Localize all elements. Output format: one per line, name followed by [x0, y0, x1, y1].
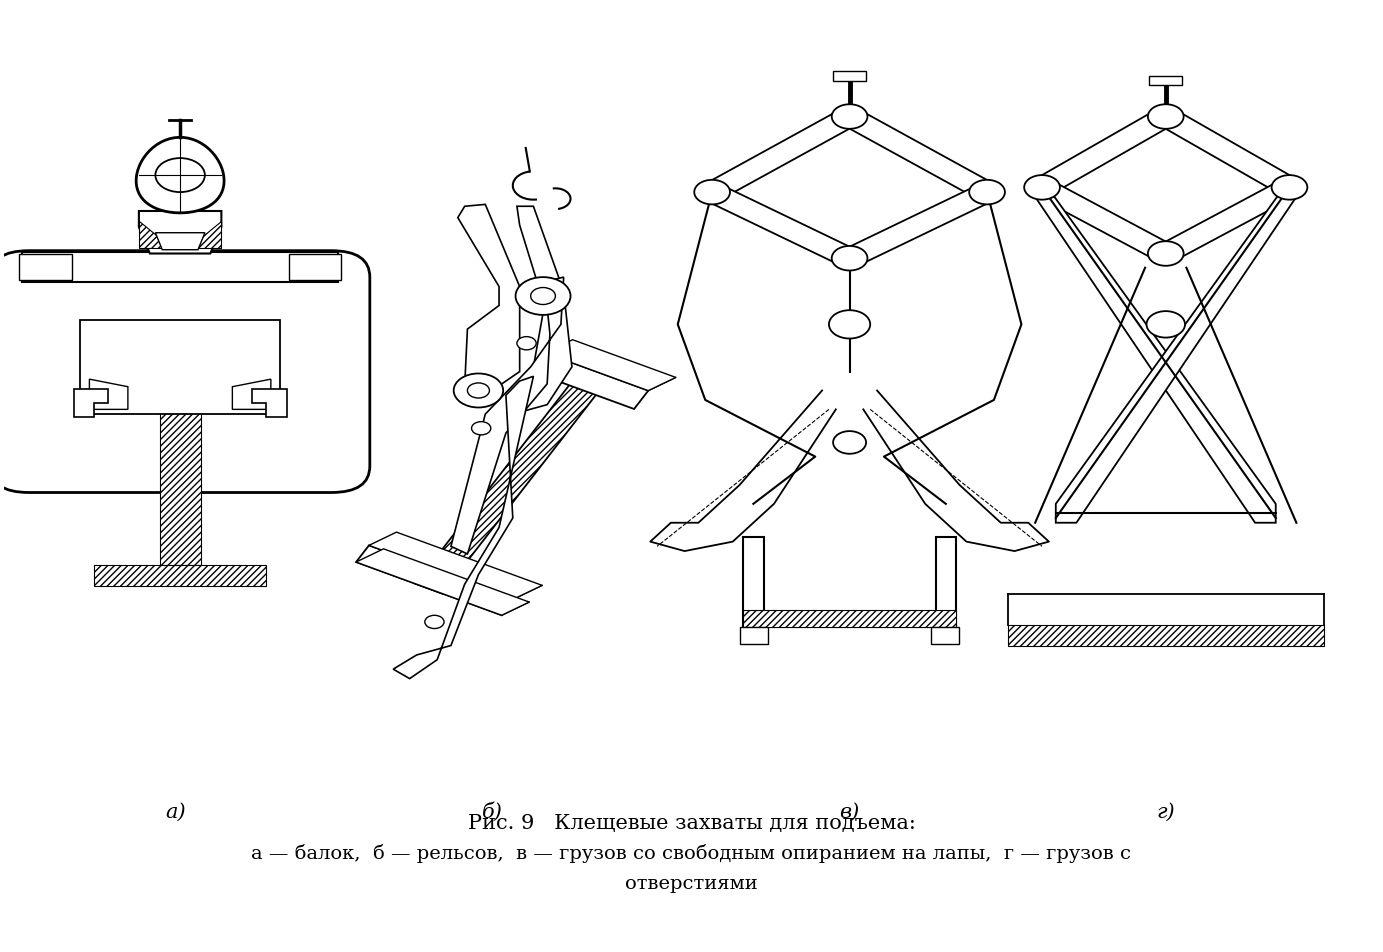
- Bar: [931, 627, 958, 644]
- Text: б): б): [481, 802, 502, 821]
- Circle shape: [472, 422, 491, 435]
- Circle shape: [828, 311, 870, 339]
- Polygon shape: [743, 537, 956, 627]
- Text: в): в): [839, 802, 860, 821]
- Circle shape: [694, 181, 730, 206]
- Polygon shape: [393, 377, 534, 679]
- Polygon shape: [531, 353, 649, 409]
- Bar: [101, 363, 259, 382]
- Polygon shape: [1033, 181, 1174, 262]
- Polygon shape: [188, 222, 221, 248]
- Polygon shape: [90, 380, 127, 410]
- Circle shape: [831, 247, 867, 271]
- Bar: [94, 565, 266, 586]
- Circle shape: [531, 288, 556, 306]
- Circle shape: [833, 431, 866, 454]
- Polygon shape: [458, 206, 520, 396]
- Circle shape: [517, 337, 537, 350]
- Polygon shape: [355, 545, 514, 616]
- Bar: [289, 254, 342, 281]
- Polygon shape: [138, 222, 171, 248]
- Bar: [1008, 625, 1324, 645]
- Polygon shape: [415, 367, 610, 594]
- Polygon shape: [451, 278, 564, 554]
- Polygon shape: [842, 186, 994, 267]
- Bar: [1149, 77, 1182, 87]
- Circle shape: [1271, 176, 1307, 201]
- Circle shape: [454, 374, 503, 408]
- Polygon shape: [1158, 181, 1297, 262]
- Bar: [22, 252, 339, 283]
- Circle shape: [969, 181, 1005, 206]
- Polygon shape: [252, 389, 286, 418]
- Polygon shape: [232, 380, 271, 410]
- Polygon shape: [704, 186, 857, 267]
- Text: отверстиями: отверстиями: [625, 874, 758, 892]
- Polygon shape: [545, 341, 676, 391]
- Polygon shape: [369, 532, 542, 599]
- Circle shape: [1147, 312, 1185, 338]
- Polygon shape: [138, 211, 221, 254]
- FancyBboxPatch shape: [0, 251, 369, 493]
- Polygon shape: [1033, 110, 1174, 195]
- Polygon shape: [1158, 110, 1299, 195]
- Circle shape: [1148, 242, 1184, 267]
- Polygon shape: [513, 207, 573, 415]
- Circle shape: [516, 278, 571, 315]
- Polygon shape: [704, 110, 859, 200]
- Polygon shape: [841, 110, 996, 200]
- Polygon shape: [155, 233, 205, 250]
- Polygon shape: [1055, 181, 1300, 524]
- Polygon shape: [1032, 181, 1275, 524]
- Circle shape: [155, 159, 205, 193]
- Circle shape: [1025, 176, 1059, 201]
- Bar: [19, 254, 72, 281]
- Bar: [80, 320, 279, 415]
- Polygon shape: [355, 549, 530, 616]
- Circle shape: [1148, 105, 1184, 129]
- Circle shape: [467, 384, 490, 399]
- Bar: [743, 610, 956, 627]
- Circle shape: [425, 616, 444, 629]
- Text: а): а): [166, 802, 187, 821]
- Bar: [833, 72, 866, 82]
- Polygon shape: [136, 138, 224, 213]
- Text: г): г): [1156, 802, 1176, 821]
- Circle shape: [831, 105, 867, 129]
- Text: а — балок,  б — рельсов,  в — грузов со свободным опиранием на лапы,  г — грузов: а — балок, б — рельсов, в — грузов со св…: [252, 843, 1131, 862]
- Text: Рис. 9   Клещевые захваты для подъема:: Рис. 9 Клещевые захваты для подъема:: [467, 813, 916, 832]
- Polygon shape: [73, 389, 108, 418]
- Bar: [159, 382, 201, 565]
- Bar: [740, 627, 768, 644]
